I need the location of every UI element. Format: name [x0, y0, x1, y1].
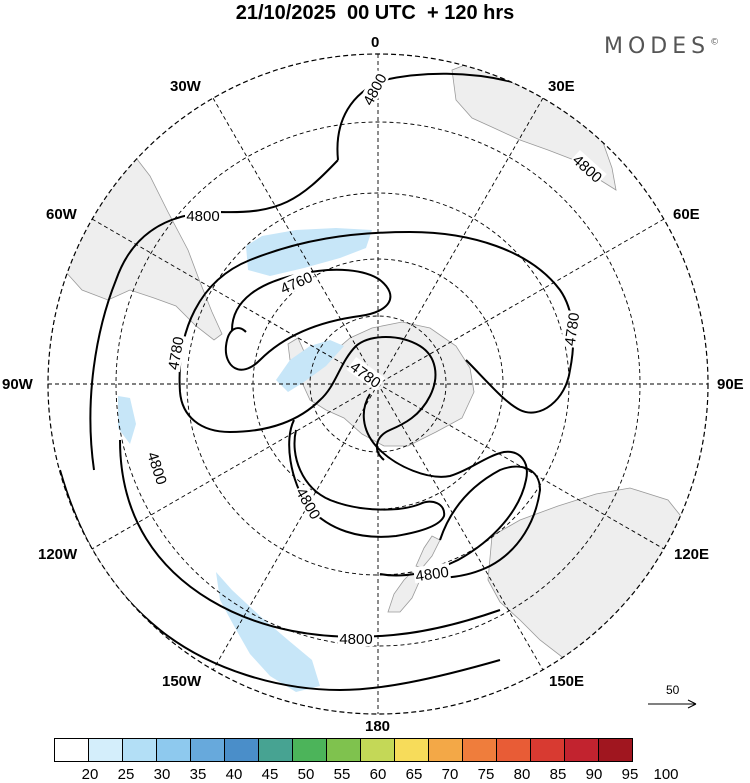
contour-label: 4800	[143, 450, 169, 487]
colorbar-tick-label: 90	[585, 766, 603, 783]
map-border	[47, 53, 709, 715]
contour-4780	[178, 230, 575, 393]
colorbar	[54, 738, 633, 762]
colorbar-tick-label: 65	[405, 766, 423, 783]
contour-4780-central	[362, 393, 528, 577]
contour-4800-south-inner	[119, 439, 501, 638]
colorbar-swatch	[88, 738, 123, 762]
lon-label-90e: 90E	[717, 376, 744, 393]
map-content: 4800 4800 4800 4760 4780 4780 4780 4800 …	[48, 54, 708, 714]
wind-shading-layer	[118, 228, 372, 692]
contour-label: 4800	[415, 564, 450, 585]
colorbar-tick-label: 55	[333, 766, 351, 783]
contour-label: 4780	[165, 335, 188, 371]
colorbar-swatch	[190, 738, 225, 762]
land-layer	[59, 59, 701, 671]
latitude-ring	[115, 121, 641, 647]
colorbar-swatch	[292, 738, 327, 762]
colorbar-tick-label: 75	[477, 766, 495, 783]
colorbar-tick-label: 60	[369, 766, 387, 783]
colorbar-swatch	[122, 738, 157, 762]
reference-vector-label: 50	[666, 683, 680, 697]
colorbar-tick-label: 80	[513, 766, 531, 783]
contour-label: 4800	[339, 631, 372, 648]
colorbar-tick-label: 40	[225, 766, 243, 783]
map-title: 21/10/2025 00 UTC + 120 hrs	[235, 2, 515, 24]
lon-label-150w: 150W	[162, 673, 202, 690]
contour-4800-west-east	[89, 159, 339, 471]
colorbar-tick-label: 35	[189, 766, 207, 783]
contour-4780-inner-ring	[179, 336, 437, 461]
colorbar-swatch	[496, 738, 531, 762]
lon-label-90w: 90W	[2, 376, 33, 393]
lon-label-150e: 150E	[549, 673, 585, 690]
lon-label-0: 0	[371, 34, 380, 51]
wind-area-southeast-pacific	[216, 572, 320, 692]
colorbar-swatch	[394, 738, 429, 762]
colorbar-swatch	[462, 738, 497, 762]
colorbar-tick-label: 45	[261, 766, 279, 783]
colorbar-swatch	[428, 738, 463, 762]
contour-4800-nz	[419, 465, 542, 579]
colorbar-swatch	[258, 738, 293, 762]
reference-vector-arrow	[648, 699, 697, 709]
australia-landmass	[487, 487, 701, 671]
colorbar-tick-label: 85	[549, 766, 567, 783]
colorbar-swatch	[530, 738, 565, 762]
lon-label-180: 180	[365, 718, 391, 735]
colorbar-tick-label: 30	[153, 766, 171, 783]
colorbar-swatch	[224, 738, 259, 762]
lon-label-120w: 120W	[38, 546, 78, 563]
contour-4780-inner	[465, 359, 571, 414]
contour-label: 4760	[278, 269, 315, 298]
colorbar-swatch	[598, 738, 633, 762]
wind-area-drake-passage	[276, 340, 344, 392]
contour-label: 4780	[562, 312, 583, 347]
lon-label-120e: 120E	[674, 546, 710, 563]
contour-label: 4800	[186, 208, 219, 225]
new-zealand-north-island	[415, 535, 441, 569]
lon-label-60w: 60W	[46, 206, 77, 223]
colorbar-tick-label: 95	[621, 766, 639, 783]
wind-area-south-atlantic	[246, 228, 372, 276]
colorbar-swatch	[564, 738, 599, 762]
contour-label: 4800	[360, 71, 391, 108]
lon-label-60e: 60E	[673, 206, 700, 223]
colorbar-tick-label: 25	[117, 766, 135, 783]
colorbar-swatch	[360, 738, 395, 762]
colorbar-tick-label: 70	[441, 766, 459, 783]
brand-logo: MODES©	[604, 34, 720, 59]
colorbar-swatch	[54, 738, 89, 762]
colorbar-swatch	[326, 738, 361, 762]
south-america-landmass	[59, 149, 223, 341]
colorbar-tick-label: 20	[81, 766, 99, 783]
colorbar-tick-label: 50	[297, 766, 315, 783]
lon-label-30w: 30W	[170, 78, 201, 95]
colorbar-swatch	[156, 738, 191, 762]
wind-area-west-pacific	[118, 396, 136, 444]
colorbar-tick-label: 100	[653, 766, 679, 783]
lon-label-30e: 30E	[548, 78, 575, 95]
